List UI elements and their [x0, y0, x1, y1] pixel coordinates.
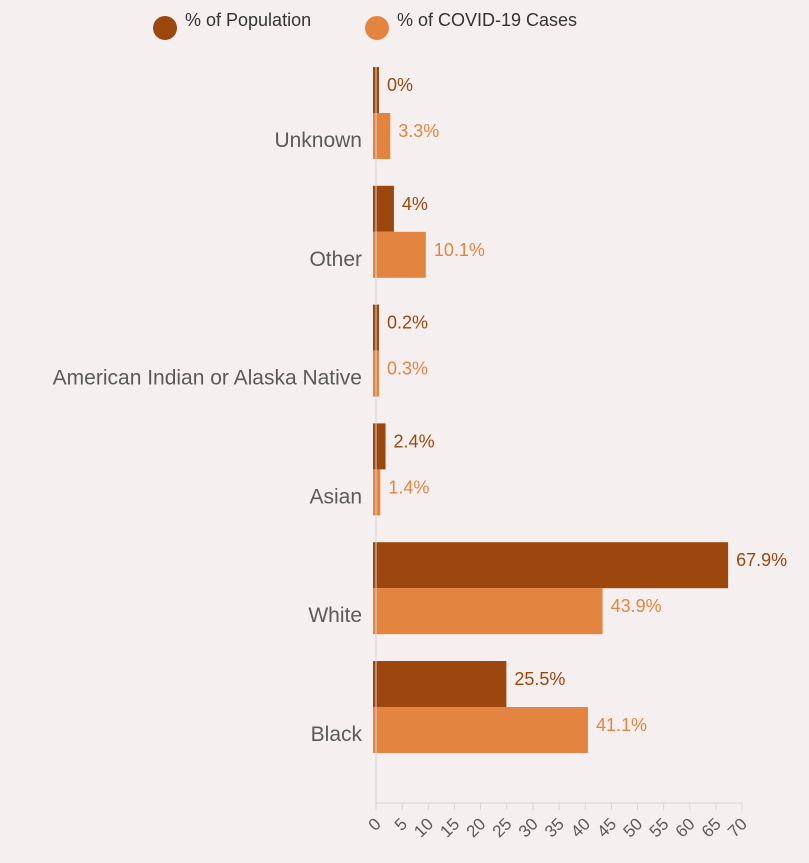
x-tick-label: 20 [463, 814, 490, 841]
x-tick-label: 10 [410, 814, 437, 841]
x-tick-label: 40 [567, 814, 594, 841]
bar-of-covid-19-cases-other [373, 231, 426, 278]
category-label-white: White [308, 604, 362, 627]
data-label-of-covid-19-cases-white: 43.9% [611, 596, 662, 616]
category-label-asian: Asian [309, 485, 362, 508]
bar-of-covid-19-cases-white [373, 588, 603, 635]
category-label-unknown: Unknown [274, 129, 362, 152]
x-tick-label: 65 [698, 814, 725, 841]
data-label-of-covid-19-cases-black: 41.1% [596, 715, 647, 735]
data-label-of-covid-19-cases-asian: 1.4% [388, 477, 429, 497]
x-tick-label: 55 [646, 814, 673, 841]
legend-label-of-covid-19-cases: % of COVID-19 Cases [397, 10, 577, 30]
x-tick-label: 60 [672, 814, 699, 841]
data-label-of-population-asian: 2.4% [394, 431, 435, 451]
category-label-other: Other [309, 248, 362, 271]
data-label-of-covid-19-cases-other: 10.1% [434, 240, 485, 260]
data-label-of-population-black: 25.5% [514, 669, 565, 689]
category-label-american-indian-or-alaska-native: American Indian or Alaska Native [53, 367, 362, 390]
x-tick-label: 25 [489, 814, 516, 841]
data-label-of-population-american-indian-or-alaska-native: 0.2% [387, 313, 428, 333]
data-label-of-population-other: 4% [402, 194, 428, 214]
x-tick-label: 30 [515, 814, 542, 841]
legend: % of Population % of COVID-19 Cases [153, 10, 577, 40]
bar-of-covid-19-cases-asian [373, 469, 381, 516]
legend-swatch-of-population [153, 16, 177, 40]
legend-label-of-population: % of Population [185, 10, 311, 30]
bars: Unknown 0% 3.3% Other 4% 10.1% American Indian… [53, 67, 787, 753]
x-tick-label: 0 [365, 814, 385, 834]
x-tick-label: 35 [541, 814, 568, 841]
x-tick-label: 5 [391, 814, 411, 834]
bar-of-population-white [373, 542, 729, 589]
bar-of-population-asian [373, 423, 386, 470]
x-tick-label: 70 [724, 814, 751, 841]
legend-swatch-of-covid-19-cases [365, 16, 389, 40]
category-label-black: Black [311, 723, 363, 746]
data-label-of-population-white: 67.9% [736, 550, 787, 570]
bar-of-covid-19-cases-unknown [373, 113, 391, 159]
x-tick-label: 50 [620, 814, 647, 841]
bar-of-population-other [373, 185, 394, 232]
x-tick-label: 15 [436, 814, 463, 841]
data-label-of-covid-19-cases-american-indian-or-alaska-native: 0.3% [387, 359, 428, 379]
bar-of-population-black [373, 661, 507, 707]
x-tick-label: 45 [593, 814, 620, 841]
data-label-of-population-unknown: 0% [387, 75, 413, 95]
data-label-of-covid-19-cases-unknown: 3.3% [398, 121, 439, 141]
bar-of-covid-19-cases-black [373, 707, 588, 753]
